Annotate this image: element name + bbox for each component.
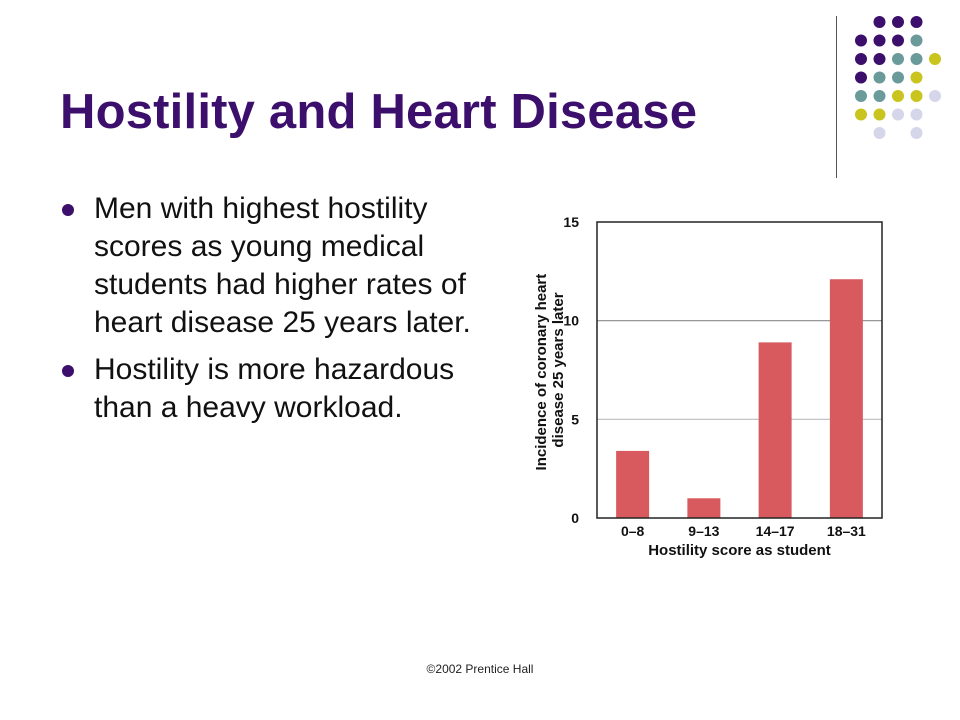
bullet-item: Hostility is more hazardous than a heavy… — [60, 351, 520, 427]
chart-x-tick-label: 18–31 — [827, 523, 866, 539]
decorative-dot — [929, 53, 941, 65]
decorative-dot — [892, 34, 904, 47]
decorative-dot — [855, 71, 867, 84]
chart-x-tick-label: 9–13 — [688, 523, 719, 539]
decorative-dot — [910, 53, 923, 65]
decorative-dot — [873, 71, 886, 84]
decorative-dot — [910, 90, 923, 102]
decorative-dot — [910, 71, 923, 84]
decorative-dot — [855, 34, 867, 47]
decorative-dot-grid — [855, 16, 941, 139]
decorative-dot — [910, 34, 923, 47]
decorative-dot — [873, 127, 886, 139]
chart-bar — [687, 498, 721, 518]
chart-x-axis-label: Hostility score as student — [648, 542, 831, 559]
slide-title: Hostility and Heart Disease — [60, 85, 698, 139]
bullet-icon — [62, 204, 74, 216]
chart-x-tick-label: 0–8 — [621, 523, 645, 539]
chart-bar — [758, 342, 792, 518]
chart-y-tick-label: 0 — [571, 510, 579, 526]
decorative-dot — [910, 127, 923, 139]
bullet-item: Men with highest hostility scores as you… — [60, 190, 520, 342]
chart-y-tick-labels: 0 5 10 15 — [563, 214, 579, 526]
bullet-text: Men with highest hostility scores as you… — [94, 192, 471, 339]
chart-bars — [616, 279, 863, 518]
decorative-dot — [873, 90, 886, 102]
decorative-dot — [892, 90, 904, 102]
chart-y-axis-label-line-1: Incidence of coronary heart — [533, 274, 550, 471]
decorative-dot — [855, 108, 867, 121]
chart-y-tick-label: 5 — [571, 411, 579, 427]
decorative-dot — [929, 90, 941, 102]
title-divider-line — [836, 16, 837, 178]
decorative-dot — [873, 53, 886, 65]
decorative-dot — [873, 108, 886, 121]
chart-y-axis-label-line-2: disease 25 years later — [550, 292, 567, 447]
decorative-dot — [855, 90, 867, 102]
chart-bar — [616, 450, 650, 518]
decorative-dot — [892, 53, 904, 65]
decorative-dot — [892, 16, 904, 28]
chart-x-tick-labels: 0–8 9–13 14–17 18–31 — [621, 523, 866, 539]
chart-y-tick-label: 10 — [563, 313, 579, 329]
decorative-dot — [892, 71, 904, 84]
chart-y-tick-label: 15 — [563, 214, 579, 230]
decorative-dot — [855, 53, 867, 65]
decorative-dot — [873, 16, 886, 28]
chart-bar — [829, 279, 863, 518]
copyright-footer: ©2002 Prentice Hall — [426, 662, 534, 676]
bullet-icon — [62, 365, 74, 377]
bar-chart: 0 5 10 15 0–8 9–13 14–17 18–31 Hostility score… — [533, 214, 883, 559]
decorative-dot — [873, 34, 886, 47]
chart-plot-frame — [596, 221, 883, 519]
chart-x-tick-label: 14–17 — [756, 523, 795, 539]
decorative-dot — [910, 108, 923, 121]
chart-y-axis-label: Incidence of coronary heart disease 25 y… — [533, 270, 567, 471]
decorative-dot — [910, 16, 923, 28]
decorative-dot — [892, 108, 904, 121]
bullet-text: Hostility is more hazardous than a heavy… — [94, 353, 455, 424]
bullet-list: Men with highest hostility scores as you… — [60, 190, 520, 436]
